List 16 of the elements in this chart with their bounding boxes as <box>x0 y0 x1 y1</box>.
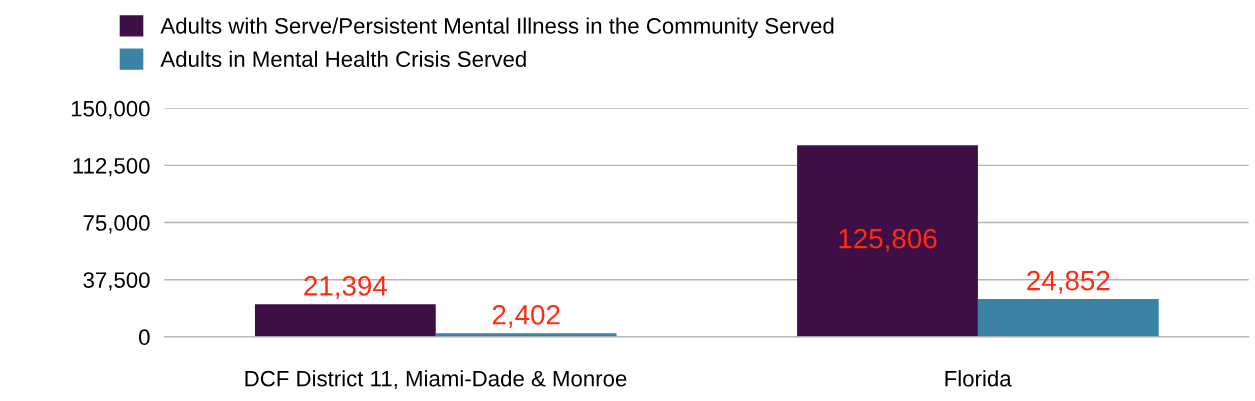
legend-label: Adults with Serve/Persistent Mental Illness in the Community Served <box>160 17 834 39</box>
x-tick-label: Florida <box>945 370 1012 387</box>
legend-label: Adults in Mental Health Crisis Served <box>160 50 526 68</box>
data-label: 21,394 <box>304 276 388 299</box>
y-tick-label: 37,500 <box>83 272 150 291</box>
data-label: 2,402 <box>492 304 560 328</box>
bar <box>797 145 978 337</box>
y-tick-label: 112,500 <box>73 157 150 177</box>
x-tick-label: DCF District 11, Miami-Dade & Monroe <box>245 370 627 390</box>
y-tick-label: 0 <box>139 329 150 346</box>
data-label: 125,806 <box>839 228 937 252</box>
data-label: 24,852 <box>1027 270 1110 294</box>
y-tick-label: 75,000 <box>83 215 150 234</box>
bar <box>977 298 1159 337</box>
y-tick-label: 150,000 <box>71 100 150 120</box>
bar <box>254 304 436 337</box>
